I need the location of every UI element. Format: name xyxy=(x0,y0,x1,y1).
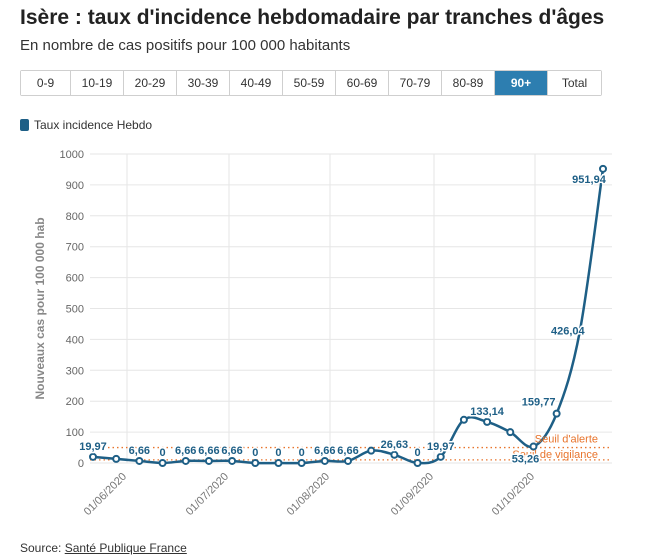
data-label: 0 xyxy=(252,447,258,459)
data-point[interactable] xyxy=(274,459,283,467)
y-tick-label: 700 xyxy=(66,242,84,254)
y-tick-label: 1000 xyxy=(60,149,84,161)
chart-title: Isère : taux d'incidence hebdomadaire pa… xyxy=(20,6,605,29)
data-point[interactable] xyxy=(297,459,306,467)
y-tick-label: 200 xyxy=(66,396,84,408)
data-point[interactable] xyxy=(228,456,237,465)
data-label: 6,66 xyxy=(314,445,335,457)
tab-80-89[interactable]: 80-89 xyxy=(442,71,495,95)
threshold-label: Seuil d'alerte xyxy=(535,434,598,446)
data-point[interactable] xyxy=(89,452,97,461)
y-tick-label: 100 xyxy=(66,427,84,439)
data-point[interactable] xyxy=(135,456,144,465)
source-note: Source: Santé Publique France xyxy=(20,541,187,555)
data-label: 6,66 xyxy=(337,445,358,457)
threshold-label: Seuil de vigilance xyxy=(512,449,598,461)
data-label: 0 xyxy=(275,447,281,459)
data-point[interactable] xyxy=(575,327,584,336)
y-tick-label: 600 xyxy=(66,273,84,285)
legend[interactable]: Taux incidence Hebdo xyxy=(20,118,152,132)
tab-total[interactable]: Total xyxy=(548,71,601,95)
data-label: 0 xyxy=(159,447,165,459)
y-tick-label: 800 xyxy=(66,211,84,223)
tab-60-69[interactable]: 60-69 xyxy=(336,71,389,95)
line-chart: 0 100 200 300 400 500 600 700 800 900 1000 01/06/20… xyxy=(33,149,612,518)
y-tick-label: 400 xyxy=(66,334,84,346)
data-point[interactable] xyxy=(204,456,213,465)
x-tick-label: 01/06/2020 xyxy=(82,471,129,518)
x-tick-label: 01/08/2020 xyxy=(285,471,332,518)
data-label: 6,66 xyxy=(175,445,196,457)
data-label: 6,66 xyxy=(198,445,219,457)
data-label: 53,26 xyxy=(512,454,540,466)
y-tick-label: 500 xyxy=(66,304,84,316)
data-point[interactable] xyxy=(506,428,515,437)
data-point[interactable] xyxy=(181,456,190,465)
tab-20-29[interactable]: 20-29 xyxy=(124,71,177,95)
data-point[interactable] xyxy=(529,442,538,451)
data-point[interactable] xyxy=(251,459,260,467)
tab-10-19[interactable]: 10-19 xyxy=(71,71,124,95)
data-label: 159,77 xyxy=(522,397,556,409)
data-label: 426,04 xyxy=(551,325,586,337)
legend-swatch xyxy=(20,119,29,131)
data-point[interactable] xyxy=(436,452,445,461)
y-tick-label: 300 xyxy=(66,365,84,377)
data-point[interactable] xyxy=(459,415,468,424)
data-label: 26,63 xyxy=(381,439,409,451)
source-link[interactable]: Santé Publique France xyxy=(64,541,187,555)
y-axis-title: Nouveaux cas pour 100 000 hab xyxy=(33,217,47,399)
tab-90-plus[interactable]: 90+ xyxy=(495,71,548,95)
data-label: 19,97 xyxy=(427,441,455,453)
data-point[interactable] xyxy=(552,409,561,418)
tab-40-49[interactable]: 40-49 xyxy=(230,71,283,95)
y-tick-label: 0 xyxy=(78,458,84,470)
x-tick-label: 01/10/2020 xyxy=(490,471,537,518)
age-group-tabs: 0-9 10-19 20-29 30-39 40-49 50-59 60-69 … xyxy=(20,70,602,96)
chart-subtitle: En nombre de cas positifs pour 100 000 h… xyxy=(20,37,351,54)
data-point[interactable] xyxy=(320,456,329,465)
data-label: 6,66 xyxy=(129,445,150,457)
tab-0-9[interactable]: 0-9 xyxy=(21,71,71,95)
tab-70-79[interactable]: 70-79 xyxy=(389,71,442,95)
data-point[interactable] xyxy=(413,459,422,467)
y-tick-label: 900 xyxy=(66,180,84,192)
tab-50-59[interactable]: 50-59 xyxy=(283,71,336,95)
x-tick-label: 01/07/2020 xyxy=(184,471,231,518)
source-prefix: Source: xyxy=(20,541,65,555)
data-label: 951,94 xyxy=(572,174,607,186)
tab-30-39[interactable]: 30-39 xyxy=(177,71,230,95)
data-point[interactable] xyxy=(344,456,352,465)
data-label: 19,97 xyxy=(79,441,107,453)
x-tick-label: 01/09/2020 xyxy=(389,471,436,518)
data-label: 0 xyxy=(414,447,420,459)
data-point[interactable] xyxy=(367,446,376,455)
data-point[interactable] xyxy=(390,450,399,459)
data-point[interactable] xyxy=(483,417,492,426)
data-label: 133,14 xyxy=(470,406,505,418)
legend-label: Taux incidence Hebdo xyxy=(34,118,153,132)
data-point[interactable] xyxy=(599,164,607,173)
data-label: 0 xyxy=(299,447,305,459)
series-line xyxy=(92,168,605,465)
data-label: 6,66 xyxy=(221,445,242,457)
data-point[interactable] xyxy=(112,454,121,463)
data-point[interactable] xyxy=(158,459,167,467)
